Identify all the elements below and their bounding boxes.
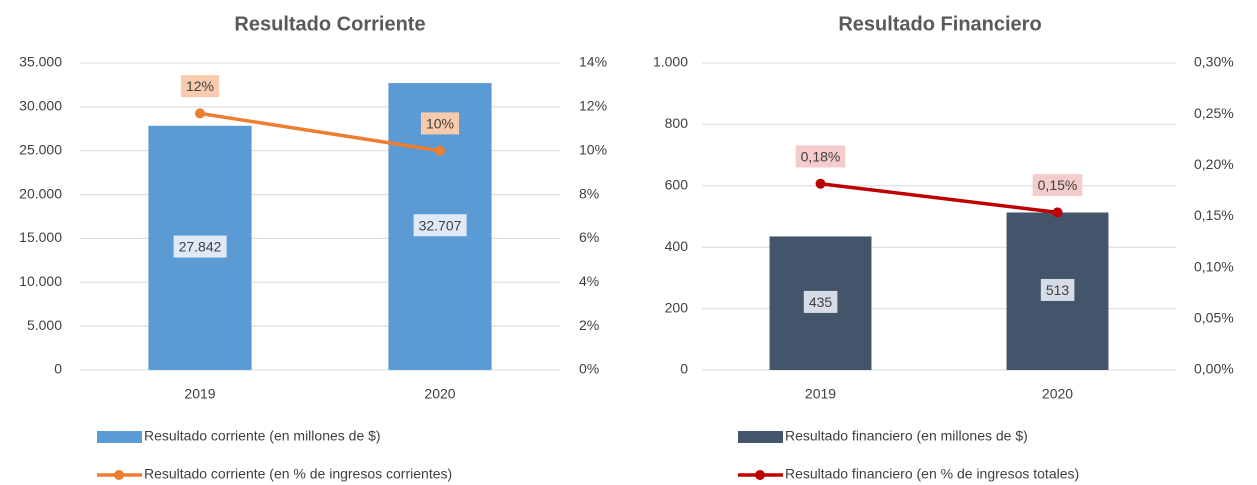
y-tick-label: 10.000 xyxy=(19,273,62,289)
legend-label: Resultado corriente (en millones de $) xyxy=(144,428,381,444)
y2-tick-label: 0% xyxy=(579,361,599,377)
line xyxy=(820,182,1058,215)
legend-marker xyxy=(755,470,765,480)
x-tick-label: 2020 xyxy=(424,386,455,402)
legend-marker xyxy=(114,470,124,480)
y-tick-label: 800 xyxy=(665,115,689,131)
y-tick-label: 30.000 xyxy=(19,98,62,114)
y2-tick-label: 0,30% xyxy=(1194,54,1234,70)
y2-tick-label: 2% xyxy=(579,317,599,333)
data-label-box xyxy=(795,145,846,168)
y2-tick-label: 12% xyxy=(579,98,607,114)
y-tick-label: 0 xyxy=(54,361,62,377)
data-label-box xyxy=(1040,278,1075,301)
chart-title: Resultado Corriente xyxy=(234,13,425,35)
y-tick-label: 1.000 xyxy=(653,54,688,70)
y2-tick-label: 0,20% xyxy=(1194,156,1234,172)
y2-tick-label: 6% xyxy=(579,229,599,245)
legend-label: Resultado corriente (en % de ingresos co… xyxy=(144,466,452,482)
y2-tick-label: 0,00% xyxy=(1194,361,1234,377)
data-label-box xyxy=(413,214,467,237)
y2-tick-label: 0,25% xyxy=(1194,105,1234,121)
chart-title: Resultado Financiero xyxy=(838,13,1041,35)
data-label-box xyxy=(803,290,838,313)
y2-tick-label: 0,05% xyxy=(1194,310,1234,326)
legend-swatch xyxy=(97,431,142,443)
y2-tick-label: 14% xyxy=(579,54,607,70)
data-label: 10% xyxy=(426,115,454,131)
y-tick-label: 35.000 xyxy=(19,54,62,70)
y-tick-label: 20.000 xyxy=(19,185,62,201)
legend-label: Resultado financiero (en millones de $) xyxy=(785,428,1028,444)
y-tick-label: 600 xyxy=(665,177,689,193)
legend-swatch xyxy=(738,431,783,443)
y-tick-label: 200 xyxy=(665,299,689,315)
data-label: 32.707 xyxy=(419,217,462,233)
data-label-box xyxy=(1032,174,1083,197)
data-label-box xyxy=(180,75,220,98)
data-label: 513 xyxy=(1046,282,1070,298)
line-marker xyxy=(1052,207,1063,218)
data-label-box xyxy=(173,235,227,258)
data-label: 0,15% xyxy=(1038,177,1078,193)
y2-tick-label: 0,10% xyxy=(1194,258,1234,274)
y-tick-label: 25.000 xyxy=(19,141,62,157)
line-marker xyxy=(435,145,445,156)
x-tick-label: 2019 xyxy=(805,386,836,402)
y2-tick-label: 4% xyxy=(579,273,599,289)
line-marker xyxy=(815,178,826,189)
y-tick-label: 0 xyxy=(680,361,688,377)
data-label: 12% xyxy=(186,78,214,94)
line-marker xyxy=(195,108,205,119)
y2-tick-label: 10% xyxy=(579,141,607,157)
y2-tick-label: 8% xyxy=(579,185,599,201)
y-tick-label: 400 xyxy=(665,238,689,254)
data-label: 435 xyxy=(809,294,833,310)
legend-label: Resultado financiero (en % de ingresos t… xyxy=(785,466,1079,482)
data-label: 27.842 xyxy=(179,239,222,255)
y-tick-label: 5.000 xyxy=(27,317,62,333)
y2-tick-label: 0,15% xyxy=(1194,207,1234,223)
x-tick-label: 2019 xyxy=(184,386,215,402)
y-tick-label: 15.000 xyxy=(19,229,62,245)
line xyxy=(199,111,441,153)
data-label-box xyxy=(420,112,460,135)
x-tick-label: 2020 xyxy=(1042,386,1073,402)
data-label: 0,18% xyxy=(801,148,841,164)
